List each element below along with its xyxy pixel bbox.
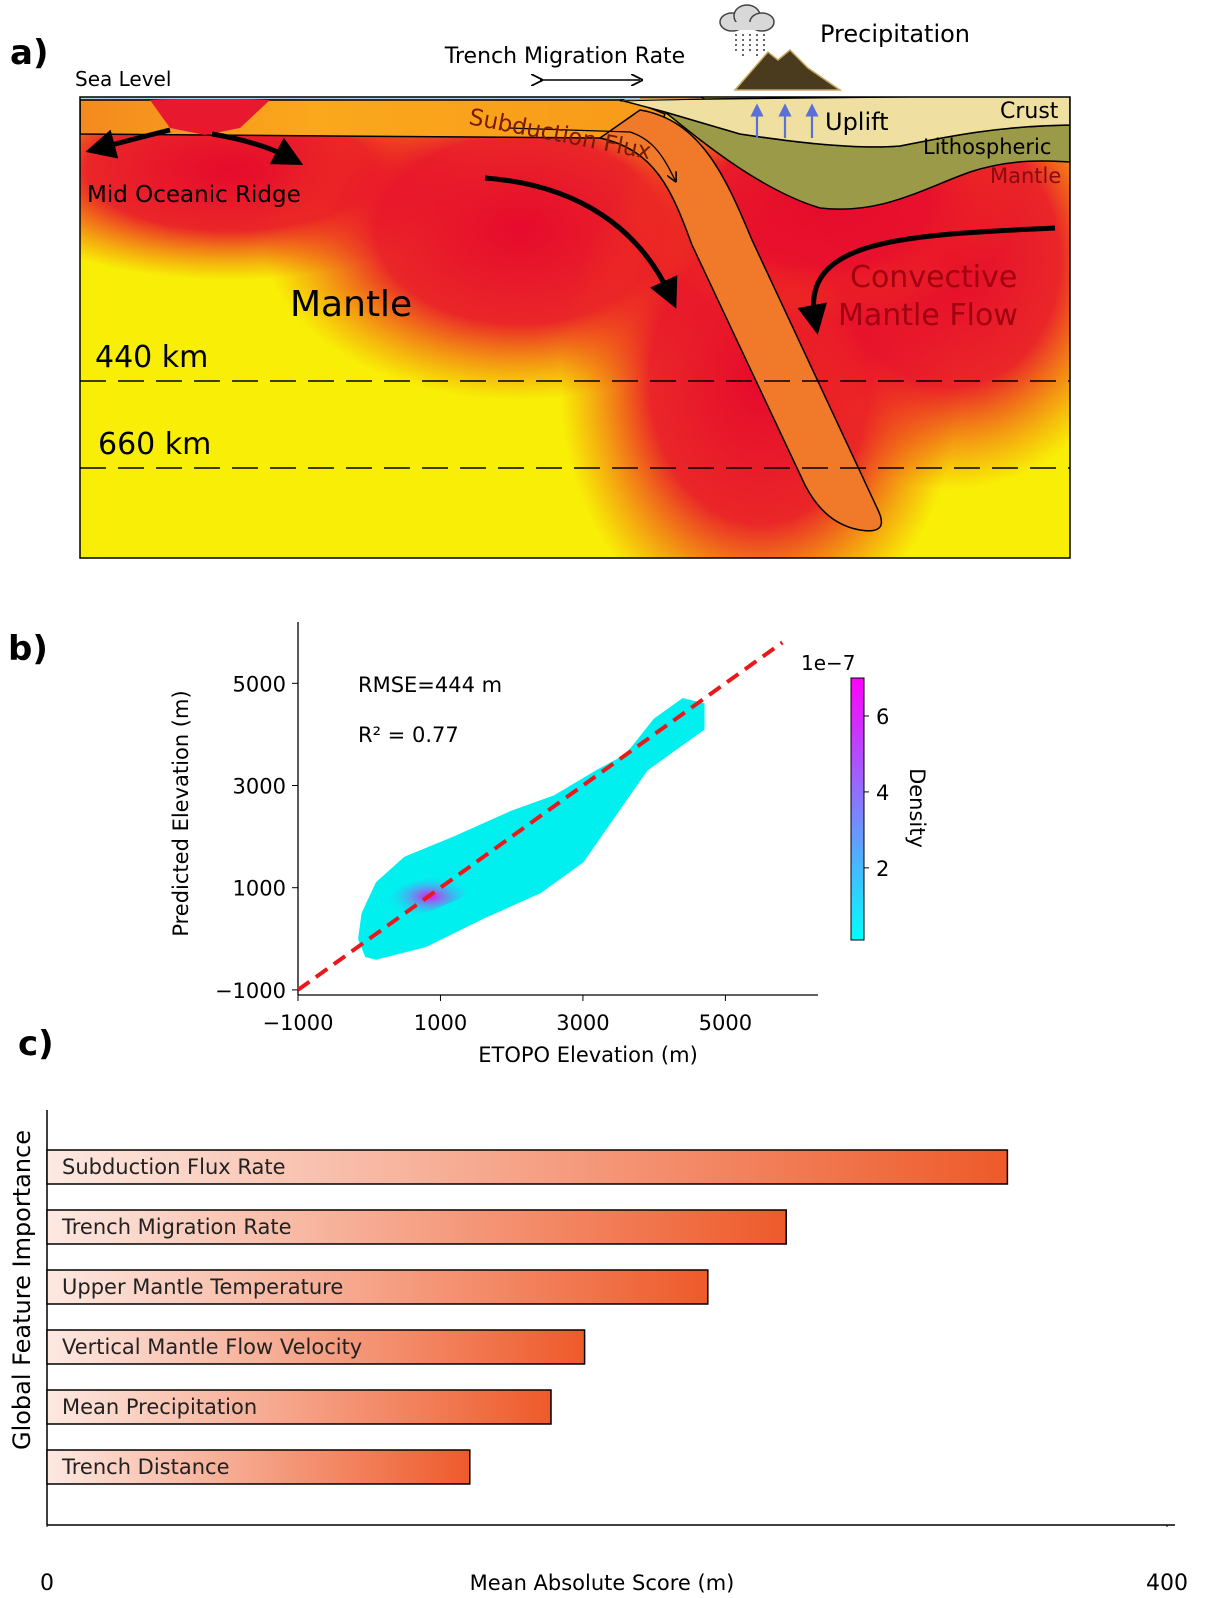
y-tick-label: 3000 bbox=[233, 775, 286, 799]
label: Sea Level bbox=[75, 67, 171, 91]
flux-arrow bbox=[507, 127, 675, 180]
x-axis-label: Mean Absolute Score (m) bbox=[470, 1571, 735, 1595]
bar bbox=[46, 1209, 787, 1245]
x-tick-label: 3000 bbox=[556, 1011, 609, 1035]
label: Mantle bbox=[990, 164, 1061, 188]
colorbar-tick-label: 6 bbox=[876, 705, 889, 729]
bar bbox=[46, 1269, 709, 1305]
bar-label: Subduction Flux Rate bbox=[62, 1155, 286, 1179]
bar bbox=[46, 1389, 552, 1425]
label: Mantle Flow bbox=[838, 298, 1018, 333]
x-tick-label: 0 bbox=[40, 1571, 54, 1596]
ridge bbox=[150, 98, 270, 135]
bar-label: Vertical Mantle Flow Velocity bbox=[62, 1335, 362, 1359]
colorbar-tick-label: 4 bbox=[876, 781, 889, 805]
y-tick-label: −1000 bbox=[215, 979, 286, 1003]
panel-a: Sea Level Trench Migration Rate Precipit… bbox=[75, 4, 1071, 559]
y-axis-label: Predicted Elevation (m) bbox=[169, 690, 193, 936]
label: Trench Migration Rate bbox=[444, 44, 685, 69]
x-tick-label: 5000 bbox=[699, 1011, 752, 1035]
x-tick-label: 1000 bbox=[414, 1011, 467, 1035]
panel-label: c) bbox=[18, 1024, 54, 1064]
uplift-arrows bbox=[750, 103, 819, 138]
bar bbox=[46, 1329, 586, 1365]
label: Convective bbox=[850, 260, 1017, 295]
bar-label: Trench Migration Rate bbox=[61, 1215, 292, 1239]
colorbar bbox=[850, 677, 865, 941]
sea bbox=[80, 97, 640, 99]
identity-line bbox=[296, 640, 784, 992]
frame bbox=[79, 96, 1071, 559]
bar bbox=[46, 1149, 1009, 1185]
bar bbox=[46, 1449, 471, 1485]
label: Mid Oceanic Ridge bbox=[87, 182, 301, 208]
y-axis-label: Global Feature Importance bbox=[8, 1130, 36, 1450]
annotation: RMSE=444 m bbox=[358, 673, 502, 697]
label: Lithospheric bbox=[923, 135, 1051, 159]
flow-arrows bbox=[85, 127, 1056, 335]
label: 660 km bbox=[98, 427, 211, 462]
panel-label: b) bbox=[8, 629, 48, 669]
x-tick-label: 400 bbox=[1146, 1571, 1188, 1596]
bar-label: Mean Precipitation bbox=[62, 1395, 257, 1419]
bar-label: Trench Distance bbox=[61, 1455, 230, 1479]
mountain bbox=[733, 48, 843, 91]
x-tick-label: −1000 bbox=[262, 1011, 333, 1035]
colorbar-tick-label: 2 bbox=[876, 857, 889, 881]
wedge bbox=[619, 97, 706, 102]
annotation: R² = 0.77 bbox=[358, 723, 459, 747]
colorbar-label: Density bbox=[905, 768, 929, 848]
depth-lines bbox=[80, 380, 1070, 469]
label: Crust bbox=[1000, 99, 1059, 124]
label: Uplift bbox=[825, 108, 889, 136]
label: Mantle bbox=[290, 284, 412, 325]
slab bbox=[598, 109, 883, 532]
y-tick-label: 1000 bbox=[233, 877, 286, 901]
label: 440 km bbox=[95, 340, 208, 375]
y-tick-label: 5000 bbox=[233, 672, 286, 696]
panel-label: a) bbox=[10, 33, 48, 73]
colorbar-offset: 1e−7 bbox=[801, 651, 856, 675]
bar-label: Upper Mantle Temperature bbox=[62, 1275, 343, 1299]
x-axis-label: ETOPO Elevation (m) bbox=[478, 1043, 698, 1067]
cloud bbox=[719, 4, 775, 32]
label: Precipitation bbox=[820, 20, 970, 48]
crust bbox=[619, 97, 1070, 148]
rain bbox=[735, 34, 765, 56]
